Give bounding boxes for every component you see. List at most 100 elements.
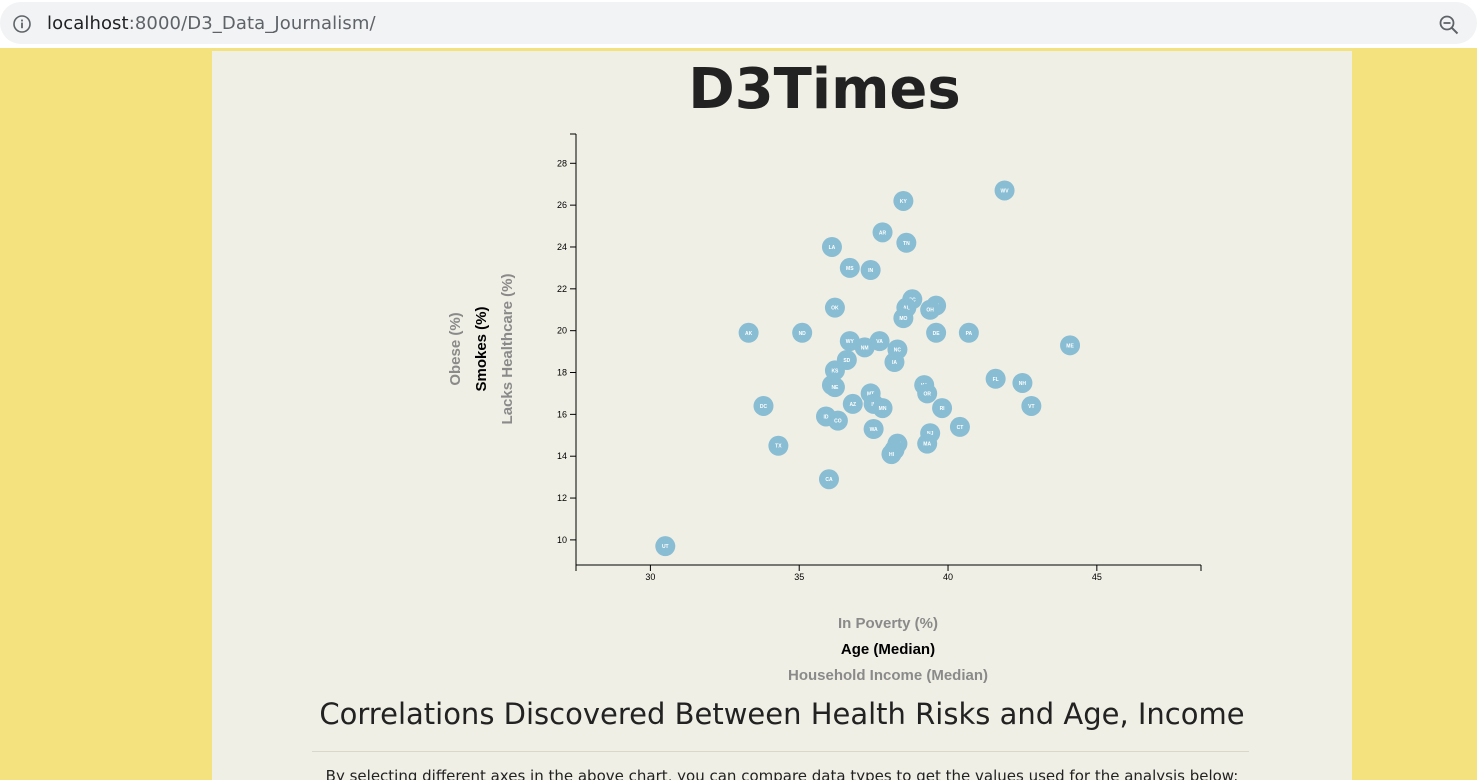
state-label: WY xyxy=(846,339,855,345)
content-container: D3Times 10 12 14 16 18 20 22 24 26 28 30 35 40 45 WV KY… xyxy=(212,51,1352,780)
state-marker[interactable] xyxy=(872,222,893,243)
state-label: OH xyxy=(926,308,934,314)
y-tick-label: 12 xyxy=(557,493,567,503)
state-label: TN xyxy=(903,241,910,247)
state-label: DC xyxy=(760,404,768,410)
state-label: CT xyxy=(957,425,964,431)
state-marker[interactable] xyxy=(893,308,914,329)
y-tick-label: 24 xyxy=(557,242,567,252)
state-label: UT xyxy=(662,544,669,550)
zoom-out-icon[interactable] xyxy=(1438,14,1460,36)
state-label: VA xyxy=(876,339,883,345)
state-label: IA xyxy=(892,360,897,366)
state-marker[interactable] xyxy=(932,398,953,419)
y-axis-option[interactable]: Smokes (%) xyxy=(473,306,490,391)
state-label: DE xyxy=(933,331,941,337)
state-label: NH xyxy=(1019,381,1027,387)
state-marker[interactable] xyxy=(827,410,848,431)
state-marker[interactable] xyxy=(842,393,863,414)
state-marker[interactable] xyxy=(917,383,938,404)
address-bar[interactable]: localhost:8000/D3_Data_Journalism/ xyxy=(0,2,1477,44)
state-marker[interactable] xyxy=(917,433,938,454)
state-marker[interactable] xyxy=(949,416,970,437)
x-axis-option[interactable]: Household Income (Median) xyxy=(788,667,988,684)
state-label: MS xyxy=(846,266,854,272)
state-marker[interactable] xyxy=(792,322,813,343)
state-label: KS xyxy=(831,368,839,374)
divider xyxy=(312,751,1249,752)
state-label: OK xyxy=(831,306,839,312)
url-path: :8000/D3_Data_Journalism/ xyxy=(128,13,376,34)
y-axis-option[interactable]: Obese (%) xyxy=(447,312,464,385)
state-label: MO xyxy=(899,316,907,322)
state-marker[interactable] xyxy=(893,190,914,211)
state-label: ID xyxy=(824,414,829,420)
y-tick-label: 16 xyxy=(557,409,567,419)
x-tick-label: 40 xyxy=(943,572,953,582)
state-marker[interactable] xyxy=(1021,395,1042,416)
url-text[interactable]: localhost:8000/D3_Data_Journalism/ xyxy=(47,13,376,34)
y-tick-label: 22 xyxy=(557,284,567,294)
state-marker[interactable] xyxy=(768,435,789,456)
state-marker[interactable] xyxy=(896,232,917,253)
state-label: AK xyxy=(745,331,753,337)
state-marker[interactable] xyxy=(985,368,1006,389)
state-marker[interactable] xyxy=(881,444,902,465)
state-label: LA xyxy=(829,245,836,251)
y-axis-option[interactable]: Lacks Healthcare (%) xyxy=(499,274,516,425)
state-label: CO xyxy=(834,419,842,425)
state-label: NC xyxy=(894,348,902,354)
state-label: FL xyxy=(993,377,999,383)
state-label: NM xyxy=(861,345,869,351)
state-label: CA xyxy=(825,477,833,483)
url-host: localhost xyxy=(47,13,129,34)
browser-toolbar: localhost:8000/D3_Data_Journalism/ xyxy=(0,0,1477,48)
state-marker[interactable] xyxy=(821,236,842,257)
state-marker[interactable] xyxy=(818,469,839,490)
info-icon[interactable] xyxy=(13,15,31,33)
state-marker[interactable] xyxy=(872,398,893,419)
y-tick-label: 10 xyxy=(557,535,567,545)
state-label: HI xyxy=(889,452,895,458)
state-label: IN xyxy=(868,268,873,274)
state-label: MA xyxy=(923,442,931,448)
scatter-chart: 10 12 14 16 18 20 22 24 26 28 30 35 40 45 WV KY AR TN LA MS… xyxy=(447,133,1202,684)
state-label: ND xyxy=(799,331,807,337)
x-axis-option[interactable]: In Poverty (%) xyxy=(838,615,938,632)
state-label: KY xyxy=(900,199,908,205)
state-marker[interactable] xyxy=(863,419,884,440)
state-label: NE xyxy=(831,385,839,391)
x-axis-option[interactable]: Age (Median) xyxy=(841,641,935,658)
x-tick-label: 30 xyxy=(645,572,655,582)
state-marker[interactable] xyxy=(753,395,774,416)
x-tick-label: 35 xyxy=(794,572,804,582)
state-label: TX xyxy=(775,444,782,450)
state-marker[interactable] xyxy=(994,180,1015,201)
state-label: WA xyxy=(870,427,878,433)
state-label: WV xyxy=(1001,188,1010,194)
state-label: VT xyxy=(1028,404,1034,410)
state-marker[interactable] xyxy=(920,299,941,320)
state-marker[interactable] xyxy=(1012,372,1033,393)
state-marker[interactable] xyxy=(869,331,890,352)
description-paragraph: By selecting different axes in the above… xyxy=(325,767,1239,780)
state-label: PA xyxy=(966,331,973,337)
x-tick-label: 45 xyxy=(1092,572,1102,582)
state-label: SD xyxy=(843,358,850,364)
state-marker[interactable] xyxy=(824,377,845,398)
state-marker[interactable] xyxy=(824,297,845,318)
state-label: MN xyxy=(879,406,887,412)
state-marker[interactable] xyxy=(926,322,947,343)
state-marker[interactable] xyxy=(1060,335,1081,356)
state-marker[interactable] xyxy=(738,322,759,343)
state-marker[interactable] xyxy=(655,536,676,557)
state-marker[interactable] xyxy=(958,322,979,343)
state-marker[interactable] xyxy=(860,259,881,280)
state-marker[interactable] xyxy=(884,352,905,373)
state-label: AR xyxy=(879,230,887,236)
y-tick-label: 20 xyxy=(557,326,567,336)
state-marker[interactable] xyxy=(839,257,860,278)
y-tick-label: 14 xyxy=(557,451,567,461)
state-label: AZ xyxy=(849,402,856,408)
state-label: ME xyxy=(1066,343,1074,349)
